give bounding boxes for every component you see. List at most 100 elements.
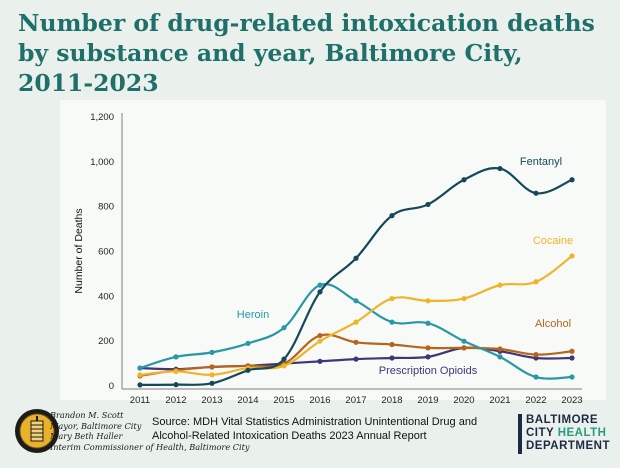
commissioner-name: Mary Beth Haller: [50, 431, 123, 442]
data-point-cocaine: [317, 338, 323, 344]
x-tick-label: 2018: [381, 395, 402, 406]
data-point-alcohol: [569, 348, 575, 354]
y-tick-label: 800: [98, 202, 114, 213]
data-point-heroin: [461, 338, 467, 344]
y-axis-label: Number of Deaths: [73, 208, 85, 293]
data-point-fentanyl: [173, 382, 179, 388]
series-label-alcohol: Alcohol: [535, 318, 571, 330]
data-point-cocaine: [461, 295, 467, 302]
x-tick-label: 2016: [309, 395, 330, 406]
data-point-cocaine: [209, 372, 215, 378]
y-tick-label: 200: [98, 336, 114, 347]
commissioner-title: Interim Commissioner of Health, Baltimor…: [50, 441, 250, 452]
data-point-fentanyl: [317, 289, 323, 295]
chart-title-line-2: by substance and year, Baltimore City,: [18, 39, 523, 67]
chart-title: Number of drug-related intoxication deat…: [18, 8, 608, 98]
data-point-heroin: [533, 374, 539, 380]
x-tick-label: 2021: [489, 395, 510, 406]
x-tick-label: 2017: [345, 395, 366, 406]
data-point-heroin: [569, 374, 575, 380]
data-point-fentanyl: [281, 356, 287, 362]
series-label-cocaine: Cocaine: [533, 235, 573, 247]
data-point-prescription-opioids: [353, 356, 359, 362]
data-point-alcohol: [209, 364, 215, 370]
data-point-fentanyl: [569, 177, 575, 183]
dept-line-2: CITY HEALTH: [526, 427, 610, 440]
data-point-cocaine: [281, 363, 287, 369]
data-point-heroin: [389, 319, 395, 325]
data-point-heroin: [353, 298, 359, 304]
data-point-fentanyl: [389, 213, 395, 219]
chart-title-line-1: Number of drug-related intoxication deat…: [18, 9, 595, 37]
series-label-prescription-opioids: Prescription Opioids: [379, 365, 478, 377]
chart-title-line-3: 2011-2023: [18, 69, 159, 97]
data-point-heroin: [497, 354, 503, 360]
plot-panel: [60, 100, 606, 400]
mayor-name: Brandon M. Scott: [50, 410, 124, 420]
x-tick-label: 2013: [201, 395, 222, 406]
x-tick-label: 2014: [237, 395, 258, 406]
data-point-alcohol: [389, 341, 395, 348]
x-tick-label: 2015: [273, 395, 294, 406]
data-point-heroin: [425, 320, 431, 326]
data-point-alcohol: [425, 345, 431, 351]
data-point-cocaine: [173, 368, 179, 375]
x-tick-label: 2012: [165, 395, 186, 406]
data-point-fentanyl: [245, 367, 251, 373]
data-point-cocaine: [137, 372, 143, 378]
data-point-cocaine: [425, 298, 431, 304]
series-label-heroin: Heroin: [237, 309, 269, 321]
source-note: Source: MDH Vital Statistics Administrat…: [152, 416, 522, 443]
dept-line-3: DEPARTMENT: [526, 440, 611, 452]
y-tick-label: 400: [98, 291, 114, 302]
x-tick-label: 2022: [525, 395, 546, 406]
data-point-alcohol: [461, 345, 467, 351]
chart-series: [137, 165, 575, 388]
x-tick-label: 2020: [453, 395, 474, 406]
source-line-1: Source: MDH Vital Statistics Administrat…: [152, 416, 478, 428]
x-tick-label: 2023: [561, 395, 582, 406]
data-point-prescription-opioids: [425, 354, 431, 360]
data-point-fentanyl: [533, 190, 539, 196]
health-department-logo: BALTIMORE CITY HEALTH DEPARTMENT: [514, 412, 618, 460]
data-point-cocaine: [497, 282, 503, 288]
data-point-cocaine: [353, 319, 359, 325]
logo-bar: [518, 414, 522, 454]
data-point-fentanyl: [425, 201, 431, 208]
baltimore-seal-icon: [15, 409, 59, 453]
data-point-fentanyl: [497, 165, 503, 172]
data-point-heroin: [281, 325, 287, 331]
x-tick-label: 2019: [417, 395, 438, 406]
data-point-heroin: [209, 349, 215, 355]
dept-city: CITY: [526, 427, 558, 439]
mayor-title: Mayor, Baltimore City: [50, 420, 142, 431]
data-point-fentanyl: [461, 177, 467, 183]
data-point-cocaine: [569, 253, 575, 259]
data-point-cocaine: [389, 295, 395, 302]
source-line-2: Alcohol-Related Intoxication Deaths 2023…: [152, 429, 427, 442]
data-point-cocaine: [533, 279, 539, 285]
data-point-heroin: [317, 282, 323, 288]
chart-axes: 0 200 400 600 800 1,000 1,200 2011 2012 2013 2014 2…: [73, 112, 583, 406]
y-tick-label: 600: [98, 247, 114, 258]
chart-annotations: Fentanyl Cocaine Alcohol Heroin Prescription…: [237, 156, 573, 377]
city-seal: [14, 408, 156, 460]
data-point-heroin: [245, 340, 251, 347]
series-label-fentanyl: Fentanyl: [520, 156, 562, 168]
data-point-alcohol: [353, 339, 359, 345]
data-point-alcohol: [533, 352, 539, 358]
data-point-fentanyl: [137, 382, 143, 388]
data-point-prescription-opioids: [389, 355, 395, 361]
data-point-alcohol: [497, 346, 503, 352]
data-point-heroin: [173, 354, 179, 360]
data-point-fentanyl: [209, 380, 215, 386]
officials-block: Brandon M. Scott Mayor, Baltimore City M…: [50, 410, 270, 452]
dept-line-1: BALTIMORE: [526, 414, 599, 426]
data-point-alcohol: [317, 332, 323, 339]
y-tick-label: 1,000: [90, 157, 114, 168]
dept-health: HEALTH: [557, 427, 607, 439]
y-tick-label: 1,200: [90, 112, 114, 123]
data-point-prescription-opioids: [317, 358, 323, 364]
data-point-fentanyl: [353, 255, 359, 261]
